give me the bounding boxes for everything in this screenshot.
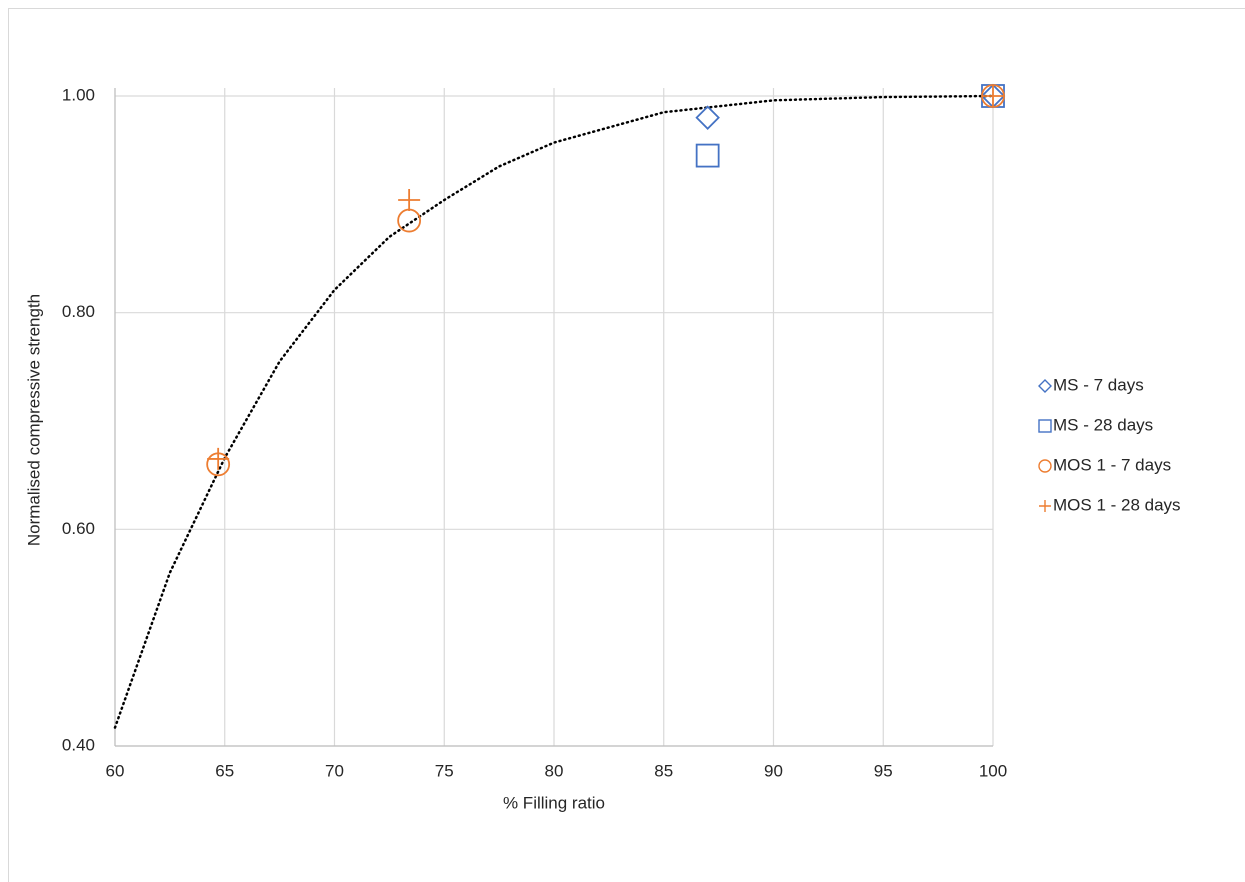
legend-label: MOS 1 - 7 days <box>1053 455 1171 474</box>
point <box>397 208 422 233</box>
x-tick-label: 80 <box>545 761 564 780</box>
x-tick-label: 75 <box>435 761 454 780</box>
x-axis-title: % Filling ratio <box>503 793 605 812</box>
legend-marker <box>1038 379 1052 393</box>
chart-frame <box>8 8 1245 882</box>
legend-marker <box>1038 419 1052 433</box>
x-tick-label: 95 <box>874 761 893 780</box>
legend-marker <box>1039 500 1051 512</box>
point <box>695 143 720 168</box>
x-tick-label: 85 <box>654 761 673 780</box>
x-tick-label: 65 <box>215 761 234 780</box>
y-tick-label: 1.00 <box>62 85 95 104</box>
point <box>695 105 720 130</box>
x-tick-label: 90 <box>764 761 783 780</box>
y-axis-title: Normalised compressive strength <box>24 294 43 546</box>
x-tick-label: 60 <box>106 761 125 780</box>
legend-label: MS - 28 days <box>1053 415 1153 434</box>
point <box>982 85 1004 107</box>
y-tick-label: 0.80 <box>62 302 95 321</box>
x-tick-label: 100 <box>979 761 1007 780</box>
y-tick-label: 0.40 <box>62 735 95 754</box>
x-tick-label: 70 <box>325 761 344 780</box>
y-tick-label: 0.60 <box>62 519 95 538</box>
legend-label: MOS 1 - 28 days <box>1053 495 1181 514</box>
legend-label: MS - 7 days <box>1053 375 1144 394</box>
point <box>398 189 421 211</box>
point <box>207 447 230 470</box>
legend-marker <box>1038 459 1052 473</box>
trendline <box>113 94 995 729</box>
